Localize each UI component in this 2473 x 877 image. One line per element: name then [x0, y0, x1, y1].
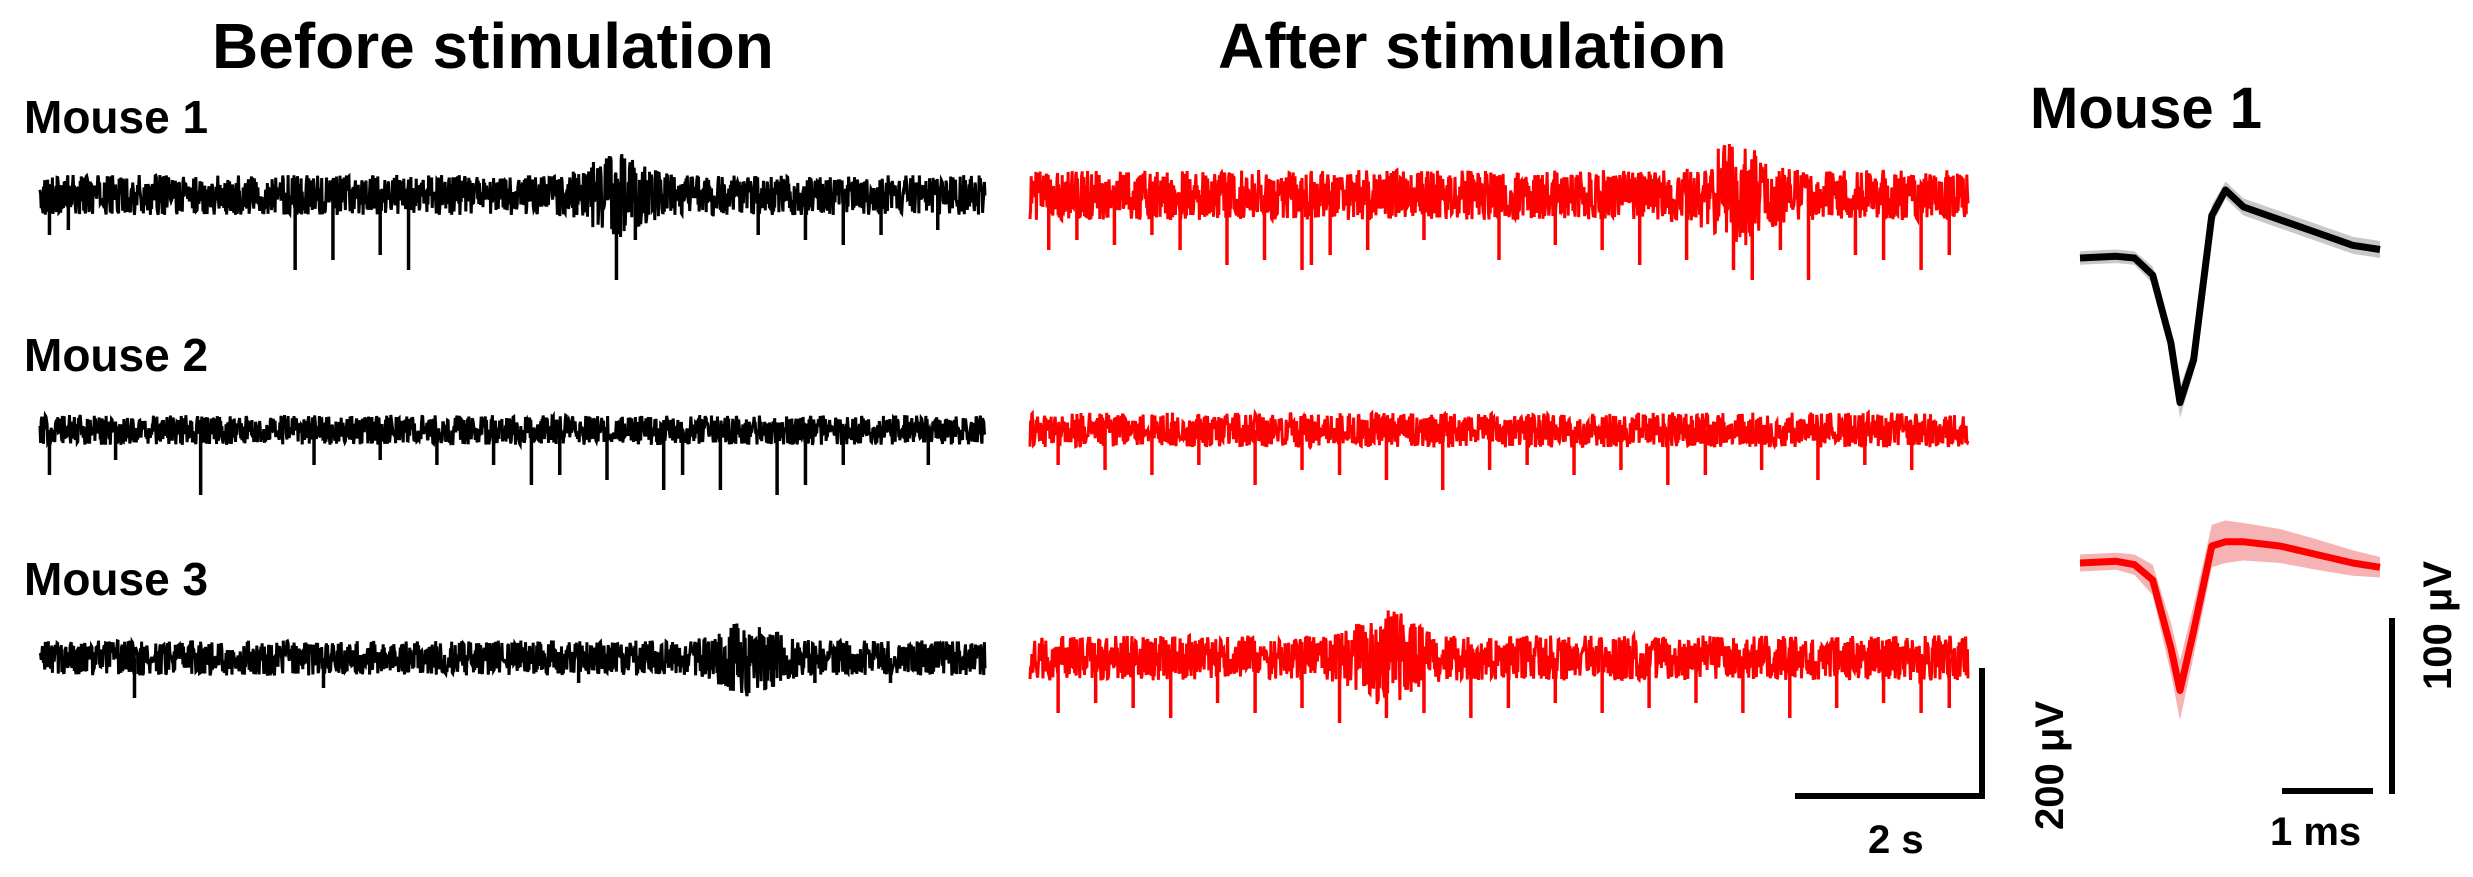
trace-before-mouse-3 [38, 623, 987, 697]
waveform-sem-band-before [2080, 181, 2380, 418]
waveform-amplitude-label: 100 μV [2416, 560, 2460, 690]
mouse-2-label: Mouse 2 [24, 329, 209, 381]
trace-amplitude-label: 200 μV [2028, 700, 2072, 830]
waveform-mean-before [2079, 186, 2381, 406]
mouse-1-label: Mouse 1 [24, 91, 209, 143]
waveform-time-label: 1 ms [2270, 810, 2362, 854]
waveform-sem-band-after [2080, 520, 2380, 721]
waveform-title: Mouse 1 [2030, 76, 2263, 141]
trace-after-mouse-1 [1028, 143, 1970, 246]
trace-after-mouse-2 [1028, 408, 1970, 451]
trace-before-mouse-2 [38, 410, 987, 451]
before-traces [38, 153, 987, 698]
trace-after-mouse-3 [1028, 610, 1970, 705]
mouse-3-label: Mouse 3 [24, 553, 209, 605]
after-title: After stimulation [1218, 10, 1727, 82]
waveform-panel [2079, 181, 2381, 721]
trace-before-mouse-1 [38, 153, 987, 238]
scale-bars [1795, 618, 2395, 799]
trace-time-label: 2 s [1868, 818, 1924, 862]
before-title: Before stimulation [212, 10, 774, 82]
after-traces [1028, 143, 1970, 723]
waveform-mean-after [2079, 538, 2381, 694]
